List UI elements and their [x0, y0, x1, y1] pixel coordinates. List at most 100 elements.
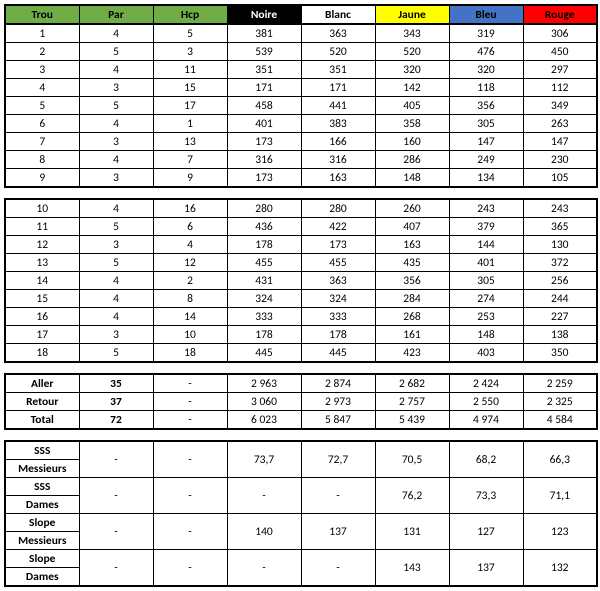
back9-row: 280: [227, 199, 301, 218]
front9-row: 343: [375, 24, 449, 43]
back9-row: 14: [5, 272, 79, 290]
rating-label: SSS: [5, 441, 79, 460]
front9-row: 4: [79, 151, 153, 169]
back9-row: 436: [227, 218, 301, 236]
back9-row: 5: [79, 344, 153, 363]
back9-row: 10: [153, 326, 227, 344]
back9-row: 11: [5, 218, 79, 236]
rating-cell: 76,2: [375, 478, 449, 514]
rating-cell: -: [227, 478, 301, 514]
rating-label: Slope: [5, 514, 79, 532]
front9-row: 148: [375, 169, 449, 188]
back9-row: 144: [449, 236, 523, 254]
front9-row: 4: [79, 115, 153, 133]
rating-cell: 72,7: [301, 441, 375, 478]
rating-cell: 132: [523, 550, 597, 587]
front9-row: 316: [301, 151, 375, 169]
front9-row: 166: [301, 133, 375, 151]
total-row: 2 973: [301, 393, 375, 411]
rating-cell: -: [79, 441, 153, 478]
back9-row: 227: [523, 308, 597, 326]
front9-row: 4: [5, 79, 79, 97]
back9-row: 4: [79, 290, 153, 308]
total-row: -: [153, 393, 227, 411]
rating-cell: 70,5: [375, 441, 449, 478]
scorecard-table: TrouParHcpNoireBlancJauneBleuRouge145381…: [4, 4, 598, 587]
back9-row: 256: [523, 272, 597, 290]
front9-row: 3: [79, 133, 153, 151]
rating-label: Messieurs: [5, 532, 79, 550]
total-row: 4 584: [523, 411, 597, 430]
back9-row: 423: [375, 344, 449, 363]
rating-cell: 137: [449, 550, 523, 587]
front9-row: 4: [79, 24, 153, 43]
rating-cell: 131: [375, 514, 449, 550]
total-row: 2 325: [523, 393, 597, 411]
back9-row: 4: [79, 199, 153, 218]
back9-row: 4: [79, 308, 153, 326]
rating-cell: 68,2: [449, 441, 523, 478]
front9-row: 6: [5, 115, 79, 133]
front9-row: 118: [449, 79, 523, 97]
front9-row: 15: [153, 79, 227, 97]
rating-cell: -: [153, 514, 227, 550]
front9-row: 173: [227, 169, 301, 188]
back9-row: 445: [227, 344, 301, 363]
back9-row: 284: [375, 290, 449, 308]
rating-cell: 66,3: [523, 441, 597, 478]
back9-row: 455: [227, 254, 301, 272]
back9-row: 17: [5, 326, 79, 344]
front9-row: 305: [449, 115, 523, 133]
back9-row: 243: [449, 199, 523, 218]
front9-row: 405: [375, 97, 449, 115]
total-row: 2 424: [449, 374, 523, 393]
total-row: 2 682: [375, 374, 449, 393]
rating-cell: -: [79, 550, 153, 587]
back9-row: 161: [375, 326, 449, 344]
total-row: 2 259: [523, 374, 597, 393]
back9-row: 3: [79, 236, 153, 254]
front9-row: 11: [153, 61, 227, 79]
back9-row: 403: [449, 344, 523, 363]
front9-row: 17: [153, 97, 227, 115]
front9-row: 316: [227, 151, 301, 169]
back9-row: 4: [153, 236, 227, 254]
front9-row: 401: [227, 115, 301, 133]
front9-row: 5: [79, 43, 153, 61]
front9-row: 320: [449, 61, 523, 79]
back9-row: 163: [375, 236, 449, 254]
front9-row: 3: [79, 169, 153, 188]
rating-cell: -: [79, 478, 153, 514]
back9-row: 274: [449, 290, 523, 308]
total-row: Retour: [5, 393, 79, 411]
back9-row: 15: [5, 290, 79, 308]
back9-row: 324: [227, 290, 301, 308]
front9-row: 351: [301, 61, 375, 79]
back9-row: 243: [523, 199, 597, 218]
back9-row: 178: [301, 326, 375, 344]
rating-cell: -: [153, 550, 227, 587]
col-header-blanc: Blanc: [301, 5, 375, 24]
rating-cell: 140: [227, 514, 301, 550]
back9-row: 5: [79, 254, 153, 272]
front9-row: 249: [449, 151, 523, 169]
front9-row: 520: [301, 43, 375, 61]
front9-row: 3: [79, 79, 153, 97]
front9-row: 7: [153, 151, 227, 169]
total-row: 4 974: [449, 411, 523, 430]
total-row: -: [153, 374, 227, 393]
total-row: Total: [5, 411, 79, 430]
front9-row: 306: [523, 24, 597, 43]
front9-row: 349: [523, 97, 597, 115]
back9-row: 253: [449, 308, 523, 326]
total-row: 6 023: [227, 411, 301, 430]
back9-row: 350: [523, 344, 597, 363]
back9-row: 16: [5, 308, 79, 326]
front9-row: 163: [301, 169, 375, 188]
back9-row: 407: [375, 218, 449, 236]
back9-row: 379: [449, 218, 523, 236]
front9-row: 320: [375, 61, 449, 79]
back9-row: 244: [523, 290, 597, 308]
front9-row: 5: [79, 97, 153, 115]
front9-row: 539: [227, 43, 301, 61]
